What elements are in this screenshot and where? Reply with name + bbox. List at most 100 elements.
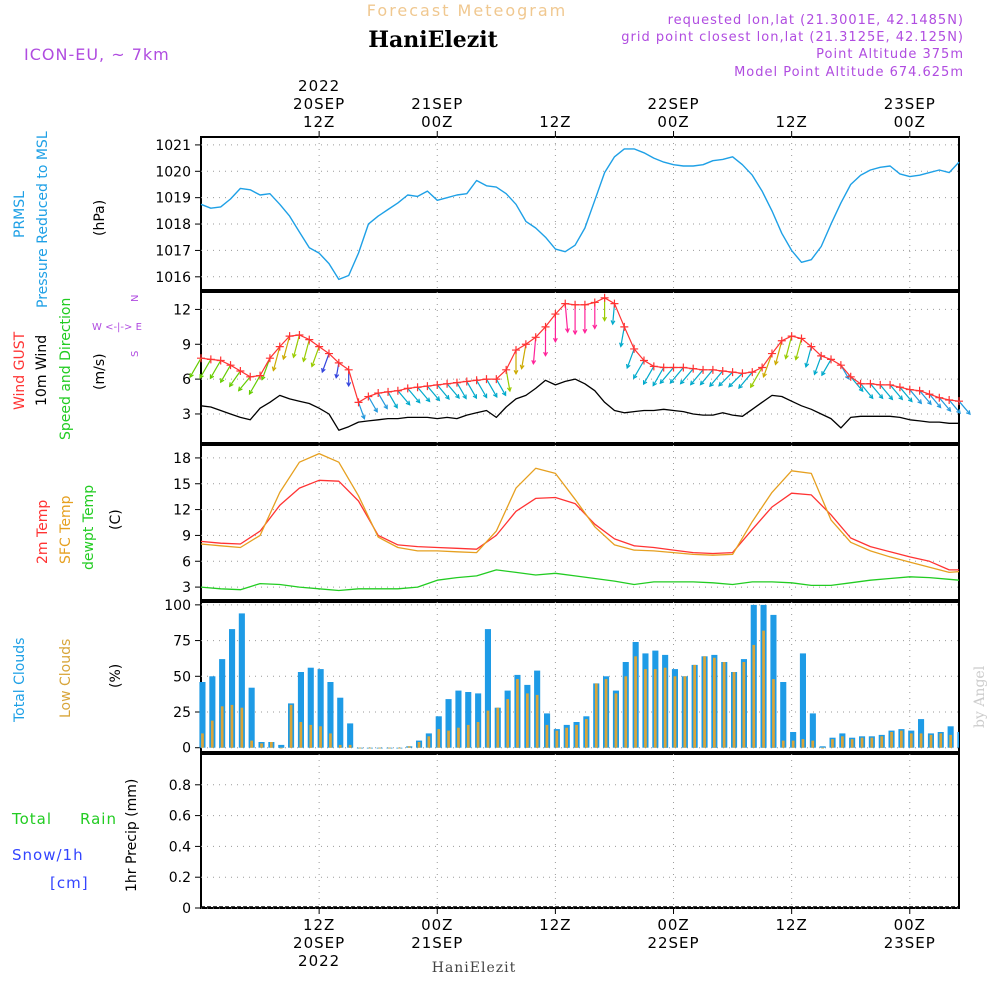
compass-n: N xyxy=(130,295,141,302)
wind-arrow xyxy=(495,378,507,396)
cloud-bar-total xyxy=(918,719,925,748)
cloud-bar-total xyxy=(278,744,285,748)
ytick-label-temperature: 18 xyxy=(173,451,191,467)
gust-label: Wind GUST xyxy=(12,331,28,410)
cloud-bar-low xyxy=(210,720,214,748)
cloud-bar-low xyxy=(555,730,559,748)
gust-marker xyxy=(620,322,629,331)
time-label-bottom: 12Z xyxy=(303,916,335,934)
ytick-label-pressure: 1018 xyxy=(155,217,191,233)
wind-arrow xyxy=(785,335,793,359)
wind-arrow xyxy=(813,355,822,375)
ytick-label-precip: 0.4 xyxy=(169,839,191,855)
gust-marker xyxy=(738,369,747,378)
cloud-bar-low xyxy=(457,727,460,748)
wind-arrow xyxy=(282,335,291,360)
wind-arrow-head xyxy=(602,316,608,322)
wind-arrow xyxy=(633,360,645,379)
cloud-bar-low xyxy=(516,679,519,748)
wind-speed-dir-label: Speed and Direction xyxy=(58,298,74,440)
wind-arrow xyxy=(718,371,734,387)
cloud-bar-low xyxy=(890,732,893,748)
ytick-label-wind: 3 xyxy=(182,407,191,423)
wind-arrow xyxy=(209,360,222,379)
gust-marker xyxy=(659,363,668,372)
cloud-bar-low xyxy=(506,699,509,748)
compass-s: S xyxy=(130,351,141,357)
wind-arrow xyxy=(652,367,665,386)
wind-arrow-head xyxy=(435,396,441,402)
wind-arrow xyxy=(357,402,365,419)
cloud-bar-low xyxy=(319,726,322,748)
wind-arrow-head xyxy=(482,393,488,399)
wind-arrow xyxy=(643,366,655,385)
ytick-label-temperature: 6 xyxy=(182,554,191,570)
time-label-bottom: 2022 xyxy=(298,952,340,970)
wind-arrow xyxy=(417,386,431,402)
ytick-label-temperature: 9 xyxy=(182,528,191,544)
wind-arrow-head xyxy=(506,387,512,393)
wind-arrow-head xyxy=(689,380,695,386)
cloud-bar-total xyxy=(799,653,806,748)
wind-arrow-head xyxy=(415,398,421,404)
cloud-bar-total xyxy=(327,682,334,748)
wind-arrow-head xyxy=(543,351,549,357)
cloud-bar-total xyxy=(209,676,216,748)
gust-marker xyxy=(767,349,776,358)
time-label-top: 2022 xyxy=(298,77,340,95)
wind-arrow xyxy=(958,400,971,415)
gust-marker xyxy=(374,389,383,398)
wind-arrow xyxy=(485,378,498,398)
gust-marker xyxy=(699,365,708,374)
gust-marker xyxy=(728,368,737,377)
wind-arrow xyxy=(189,357,202,378)
gust-marker xyxy=(452,378,461,387)
gust-marker xyxy=(718,366,727,375)
clouds-unit: (%) xyxy=(108,664,124,688)
gust-marker xyxy=(216,356,225,365)
panel-frame-clouds xyxy=(200,601,960,753)
cloud-bar-low xyxy=(437,729,441,748)
wind-arrow-head xyxy=(383,404,388,410)
ytick-label-pressure: 1016 xyxy=(155,270,191,286)
cloud-bar-total xyxy=(337,697,344,748)
model-label: ICON-EU, ~ 7km xyxy=(24,45,170,64)
location-title: HaniElezit xyxy=(368,27,498,53)
wind-arrow-head xyxy=(572,330,578,336)
wind-arrow xyxy=(879,384,893,400)
cloud-bar-low xyxy=(338,744,342,748)
wind-arrow-head xyxy=(552,337,558,343)
wind-arrow-head xyxy=(907,397,913,403)
cloud-bar-low xyxy=(949,734,952,748)
gust-marker xyxy=(639,356,648,365)
wind-arrow-head xyxy=(220,378,225,384)
gust-marker xyxy=(384,387,393,396)
wind-arrow-head xyxy=(946,406,952,412)
wind-arrow xyxy=(659,367,674,384)
time-label-bottom: 21SEP xyxy=(411,934,463,952)
time-label-top: 12Z xyxy=(539,113,571,131)
wind-arrow-head xyxy=(610,320,616,326)
panel-frame-temperature xyxy=(200,444,960,601)
wind-arrow-head xyxy=(462,394,467,400)
wind-arrow xyxy=(476,379,488,398)
wind-arrow xyxy=(466,381,477,399)
wind-arrow-head xyxy=(301,357,307,363)
wind-arrow xyxy=(709,370,724,387)
gust-marker xyxy=(462,377,471,386)
wind-arrow-head xyxy=(321,367,326,374)
cloud-bar-total xyxy=(484,629,491,748)
wind-arrow-head xyxy=(669,378,675,384)
wind-arrow-head xyxy=(965,410,971,416)
wind-arrow xyxy=(869,383,884,399)
gust-marker xyxy=(403,384,412,393)
wind-arrow-head xyxy=(334,373,340,379)
cloud-bar-low xyxy=(900,730,903,748)
plot-layer: 1016 1017 1018 1019 1020 1021 3 6 9 12 3 6 9 12 15 18 0 2… xyxy=(155,77,971,970)
wind-arrow xyxy=(909,389,922,404)
cloud-bar-low xyxy=(821,747,824,749)
cloud-bar-low xyxy=(762,630,765,748)
precip-ylabel: 1hr Precip (mm) xyxy=(124,779,140,892)
sfc-temp-label: SFC Temp xyxy=(58,495,74,564)
wind-arrow-head xyxy=(519,364,525,370)
